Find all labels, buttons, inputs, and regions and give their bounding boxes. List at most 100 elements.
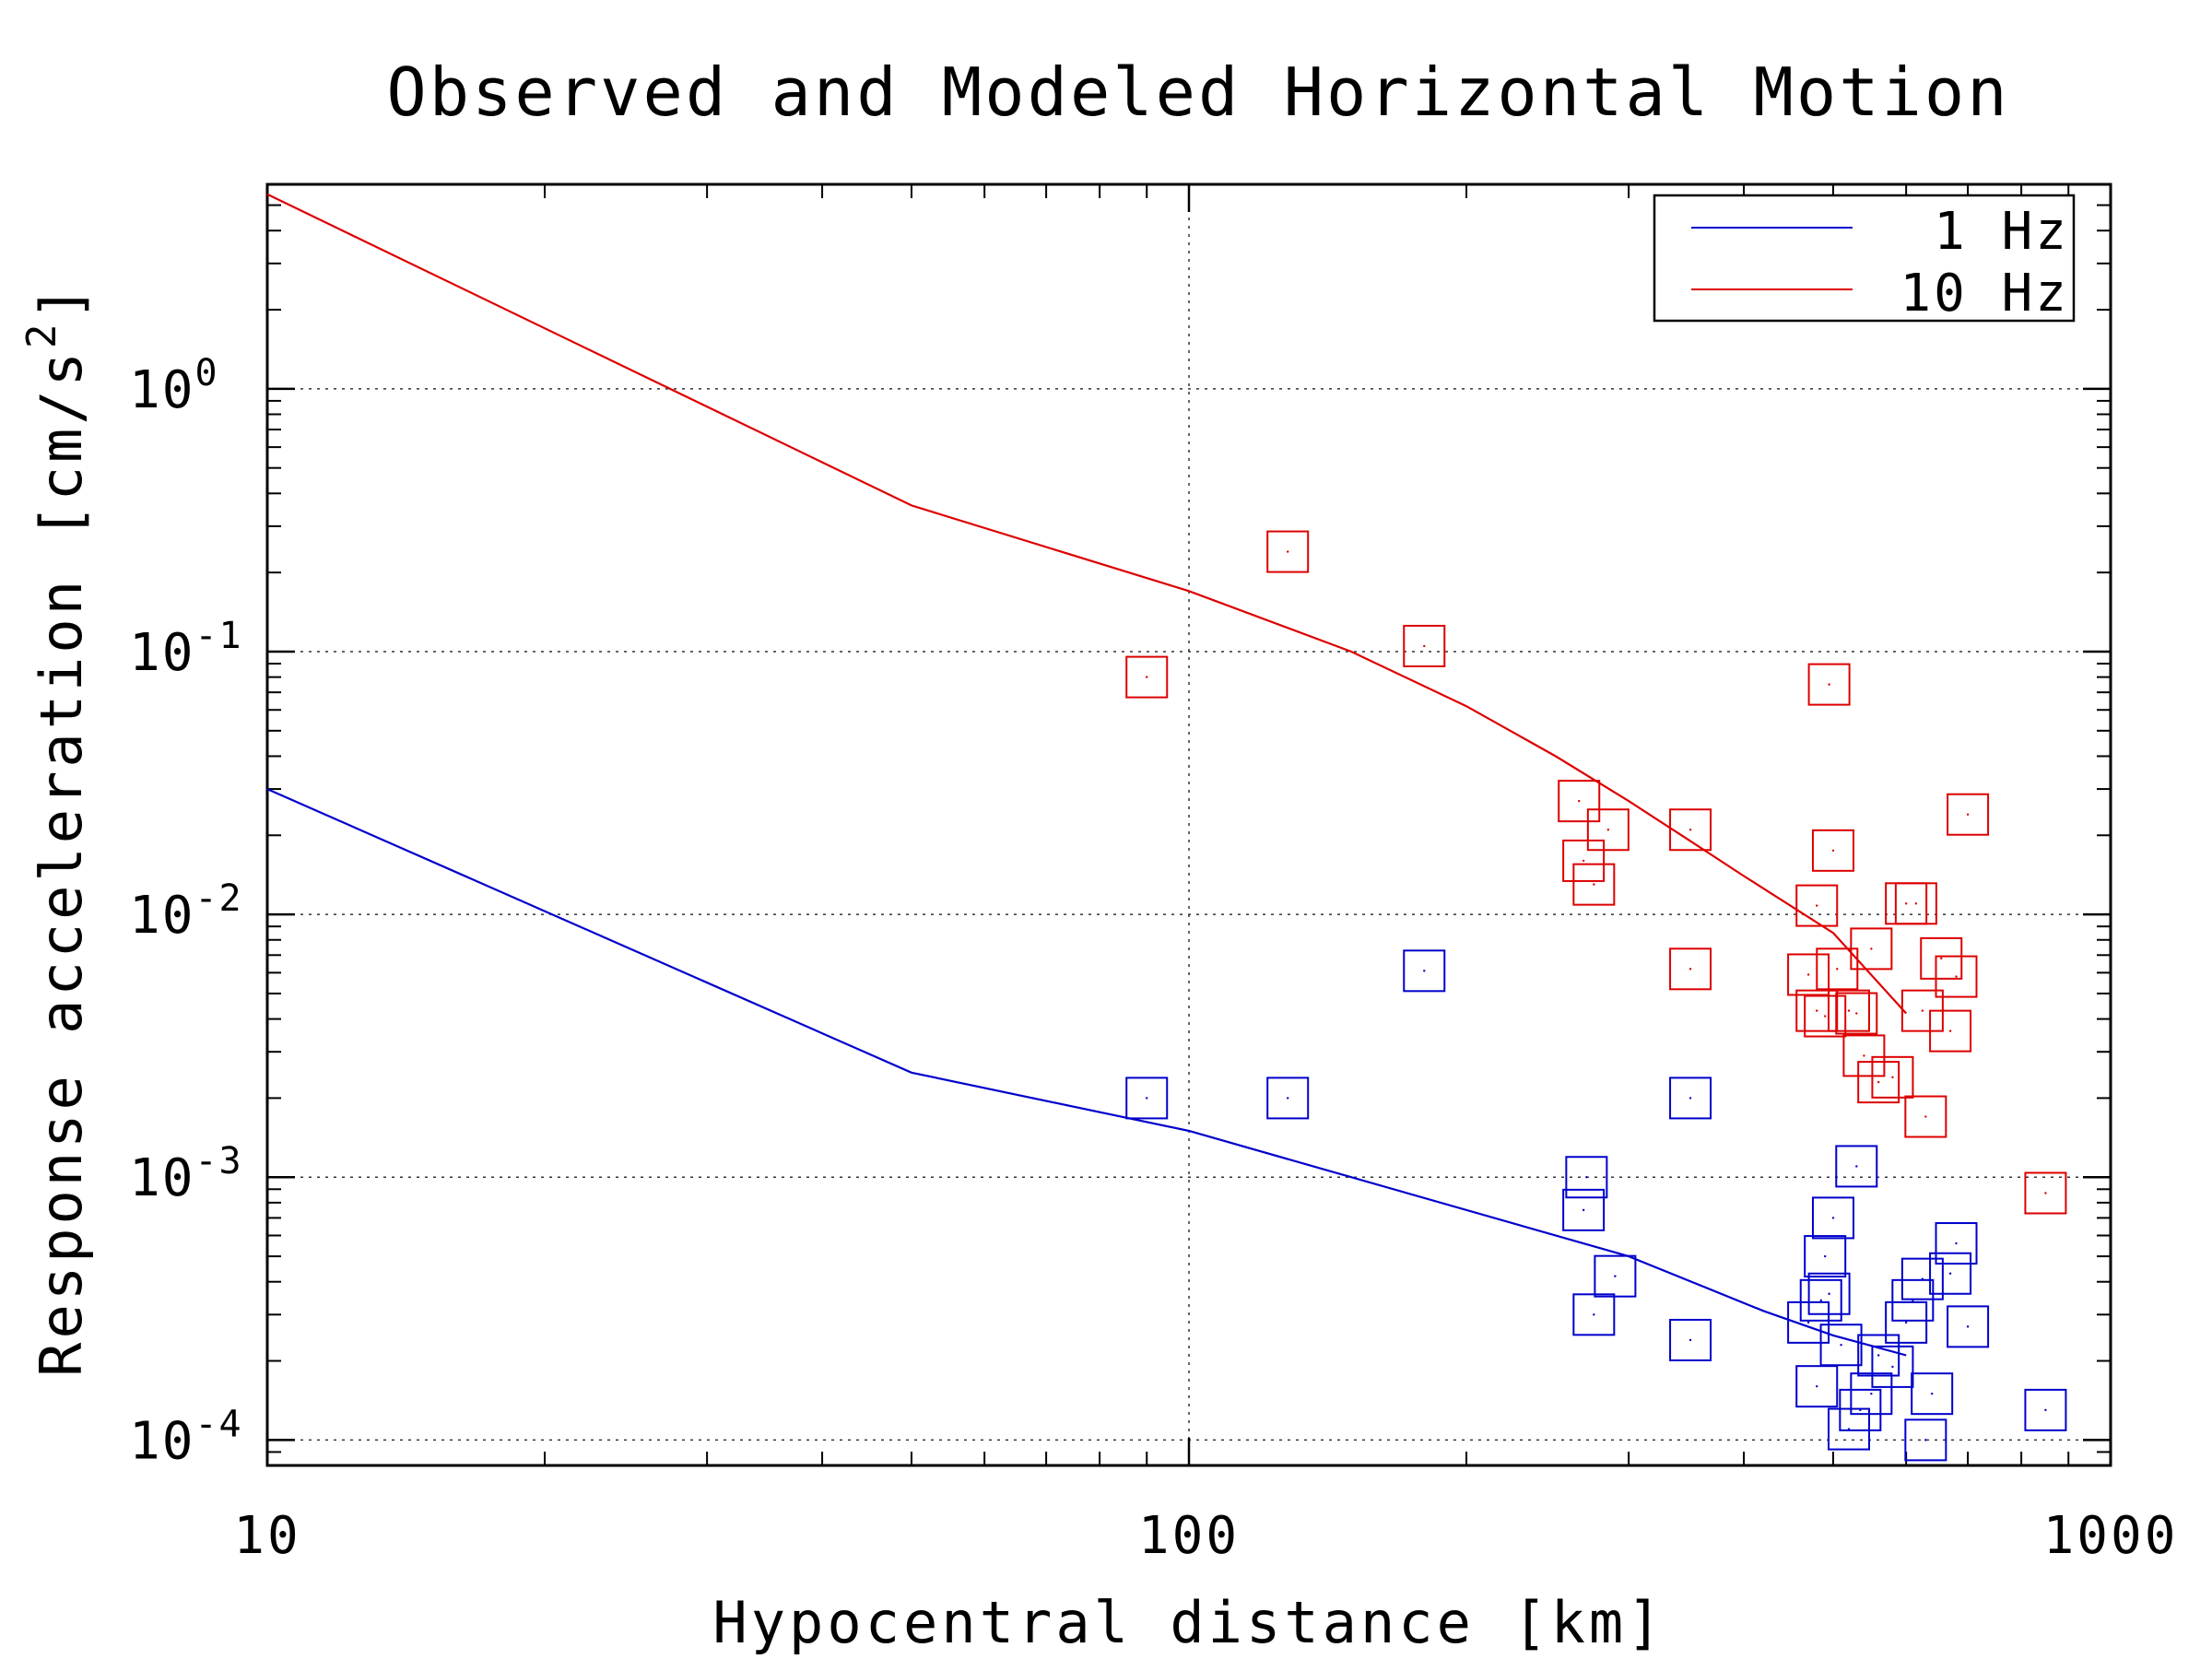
observed-marker	[1669, 808, 1712, 852]
observed-marker	[1935, 955, 1978, 998]
observed-marker	[1403, 949, 1446, 993]
observed-point	[1806, 1321, 1810, 1324]
y-axis-label-main: Response acceleration [cm/s	[28, 348, 95, 1377]
y-tick-label: 100	[129, 352, 219, 420]
observed-marker	[1850, 927, 1893, 971]
observed-point	[1870, 947, 1873, 950]
observed-point	[1819, 1299, 1822, 1302]
observed-point	[1593, 1313, 1595, 1316]
observed-point	[1921, 1009, 1924, 1012]
observed-point	[1582, 1208, 1585, 1212]
observed-point	[1688, 1097, 1692, 1100]
y-tick-base: 10	[129, 360, 194, 420]
observed-marker	[1842, 1034, 1886, 1077]
observed-point	[1904, 1321, 1908, 1324]
observed-marker	[1125, 1077, 1169, 1120]
model-line	[266, 788, 1907, 1357]
y-tick-label: 10-2	[129, 877, 243, 946]
observed-point	[1914, 902, 1918, 905]
x-tick-labels: 10 100 1000	[233, 1506, 2175, 1566]
observed-point	[1287, 550, 1289, 553]
observed-marker	[1839, 1388, 1882, 1431]
observed-point	[2044, 1192, 2047, 1194]
x-tick-label: 100	[1138, 1506, 1240, 1566]
observed-marker	[1403, 624, 1446, 667]
y-tick-label: 10-4	[129, 1403, 243, 1471]
observed-marker	[1804, 1235, 1847, 1278]
plot-frame	[265, 182, 2112, 1467]
observed-point	[1688, 968, 1692, 971]
observed-point	[1948, 1030, 1952, 1032]
y-tick-base: 10	[129, 1148, 194, 1208]
observed-point	[1816, 1009, 1818, 1012]
x-tick-label: 10	[233, 1506, 300, 1566]
observed-point	[1806, 973, 1810, 976]
observed-point	[1836, 968, 1839, 971]
observed-point	[1891, 1076, 1894, 1079]
observed-point	[1966, 813, 1970, 816]
observed-point	[1930, 1392, 1934, 1395]
x-axis-label: Hypocentral distance [km]	[712, 1589, 1665, 1656]
observed-marker	[1811, 1196, 1854, 1240]
observed-marker	[1799, 1278, 1842, 1322]
observed-marker	[1669, 947, 1712, 991]
observed-point	[1816, 904, 1818, 907]
observed-point	[1146, 1097, 1148, 1100]
observed-point	[1921, 1277, 1924, 1280]
observed-point	[1816, 1384, 1818, 1388]
observed-point	[1423, 644, 1426, 648]
observed-marker	[1911, 1372, 1954, 1416]
observed-point	[1870, 1392, 1873, 1395]
observed-marker	[1828, 989, 1871, 1032]
observed-point	[1831, 1217, 1835, 1219]
observed-point	[1582, 859, 1585, 863]
observed-marker	[1929, 1009, 1972, 1053]
chart-title: Observed and Modeled Horizontal Motion	[386, 53, 2009, 131]
observed-marker	[1594, 1254, 1637, 1298]
observed-point	[1891, 1365, 1894, 1369]
observed-marker	[1947, 793, 1990, 836]
observed-point	[1593, 883, 1595, 886]
model-line	[266, 193, 1908, 1015]
y-tick-exponent: -1	[194, 615, 242, 657]
observed-marker	[1807, 663, 1851, 706]
observed-marker	[1904, 1418, 1947, 1462]
observed-marker	[1871, 1055, 1914, 1099]
observed-point	[1859, 1408, 1862, 1412]
observed-point	[1877, 1080, 1880, 1084]
observed-point	[2044, 1408, 2047, 1412]
y-axis-label-sup: 2	[18, 320, 65, 348]
legend-label-10hz: 10 Hz	[1900, 264, 2069, 324]
y-tick-exponent: -2	[194, 877, 242, 920]
observed-point	[1966, 1325, 1970, 1328]
observed-point	[1948, 1272, 1952, 1275]
observed-marker	[1947, 1305, 1990, 1348]
observed-point	[1614, 1275, 1617, 1277]
y-axis-label: Response acceleration [cm/s2]	[18, 282, 95, 1377]
observed-marker	[1894, 882, 1937, 925]
legend: 1 Hz 10 Hz	[1653, 194, 2076, 324]
observed-point	[1924, 1115, 1927, 1118]
observed-point	[1578, 799, 1581, 803]
observed-point	[1955, 1241, 1958, 1245]
observed-point	[1585, 1176, 1588, 1179]
observed-marker	[1828, 1407, 1871, 1451]
observed-point	[1855, 1012, 1858, 1015]
observed-point	[1831, 849, 1835, 853]
observed-marker	[1904, 1095, 1947, 1138]
observed-point	[1287, 1097, 1289, 1100]
series-layer	[266, 193, 2067, 1462]
observed-marker	[1804, 994, 1847, 1038]
observed-marker	[1885, 1300, 1928, 1344]
y-tick-exponent: -3	[194, 1140, 242, 1182]
legend-label-1hz: 1 Hz	[1934, 202, 2069, 262]
observed-marker	[2024, 1388, 2067, 1431]
series-1-hz	[266, 788, 2067, 1462]
observed-marker	[1795, 884, 1839, 927]
observed-point	[1955, 975, 1958, 978]
observed-marker	[1900, 1257, 1944, 1300]
observed-marker	[1850, 1372, 1893, 1416]
observed-point	[1823, 1015, 1827, 1018]
